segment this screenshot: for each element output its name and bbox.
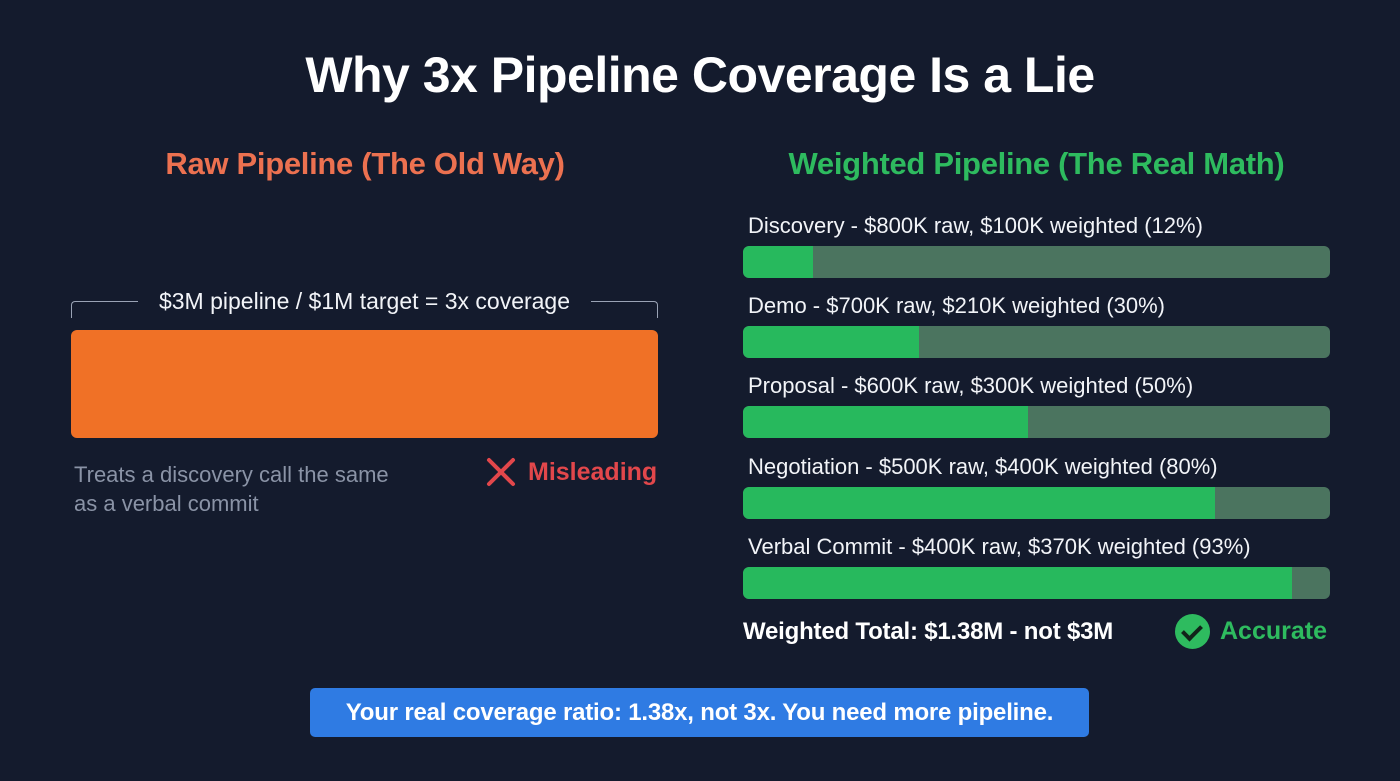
stage-negotiation: Negotiation - $500K raw, $400K weighted … <box>743 451 1330 519</box>
stage-bar-fill <box>743 246 814 278</box>
page-title: Why 3x Pipeline Coverage Is a Lie <box>305 47 1095 103</box>
accurate-verdict: Accurate <box>1175 614 1327 649</box>
coverage-ratio-banner: Your real coverage ratio: 1.38x, not 3x.… <box>310 688 1089 737</box>
bracket-right-line <box>591 301 658 318</box>
stage-discovery: Discovery - $800K raw, $100K weighted (1… <box>743 210 1330 278</box>
raw-pipeline-bar <box>71 330 658 438</box>
stage-label: Verbal Commit - $400K raw, $370K weighte… <box>748 534 1251 559</box>
weighted-total: Weighted Total: $1.38M - not $3M <box>743 618 1114 645</box>
coverage-bracket <box>71 301 658 319</box>
stage-bar-track <box>743 326 1330 358</box>
stage-label: Proposal - $600K raw, $300K weighted (50… <box>748 373 1194 398</box>
raw-pipeline-heading: Raw Pipeline (The Old Way) <box>165 146 565 181</box>
stage-bar-track <box>743 246 1330 278</box>
stage-bar-track <box>743 406 1330 438</box>
stage-bar-fill <box>743 406 1029 438</box>
bracket-left-line <box>71 301 138 318</box>
stage-bar-fill <box>743 487 1215 519</box>
stage-label: Discovery - $800K raw, $100K weighted (1… <box>748 213 1203 238</box>
x-icon <box>484 455 518 489</box>
stage-label: Negotiation - $500K raw, $400K weighted … <box>748 454 1218 479</box>
accurate-label: Accurate <box>1220 617 1327 645</box>
stage-verbal-commit: Verbal Commit - $400K raw, $370K weighte… <box>743 531 1330 599</box>
stage-bar-fill <box>743 326 920 358</box>
stage-demo: Demo - $700K raw, $210K weighted (30%) <box>743 290 1330 358</box>
stage-bar-track <box>743 487 1330 519</box>
coverage-formula-label: $3M pipeline / $1M target = 3x coverage <box>158 288 571 314</box>
check-circle-icon <box>1175 614 1210 649</box>
stage-label: Demo - $700K raw, $210K weighted (30%) <box>748 293 1166 318</box>
stage-bar-fill <box>743 567 1292 599</box>
stage-proposal: Proposal - $600K raw, $300K weighted (50… <box>743 370 1330 438</box>
misleading-verdict: Misleading <box>484 455 657 489</box>
weighted-pipeline-heading: Weighted Pipeline (The Real Math) <box>788 146 1285 181</box>
stage-bar-track <box>743 567 1330 599</box>
misleading-label: Misleading <box>528 457 658 486</box>
raw-pipeline-caption: Treats a discovery call the same as a ve… <box>74 462 389 516</box>
